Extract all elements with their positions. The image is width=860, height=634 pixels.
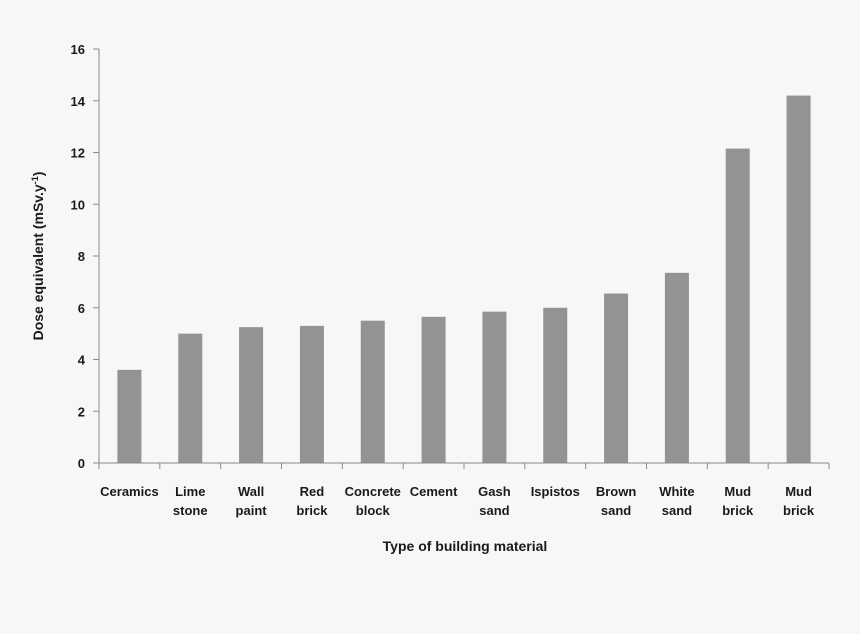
y-tick-label: 10 [71, 197, 85, 212]
x-tick-label: Brown sand [596, 484, 637, 518]
bar [360, 320, 385, 463]
x-tick-label: Red brick [296, 484, 328, 518]
x-tick-label: Cement [410, 484, 458, 499]
x-tick-label: White sand [659, 484, 694, 518]
bar [239, 327, 264, 463]
x-tick-label-line: Mud [724, 484, 751, 499]
x-tick-label-line: Mud [785, 484, 812, 499]
x-tick-label: Lime stone [173, 484, 208, 518]
bar [604, 293, 629, 463]
y-axis-title: Dose equivalent (mSv.y-1) [30, 172, 46, 341]
x-tick-label-line: sand [662, 503, 692, 518]
bar [421, 316, 446, 463]
x-tick-label-line: Brown [596, 484, 637, 499]
x-tick-label: Wall paint [236, 484, 268, 518]
y-tick-label: 16 [71, 42, 85, 57]
x-tick-label-line: Red [300, 484, 325, 499]
x-tick-label: Concrete block [345, 484, 401, 518]
x-axis: Ceramics Lime stone Wall paint Red brick Concre… [98, 462, 830, 518]
y-tick-label: 8 [78, 249, 85, 264]
y-tick-label: 2 [78, 404, 85, 419]
bar [299, 325, 324, 463]
x-tick-label-line: Lime [175, 484, 205, 499]
x-tick-label-line: brick [296, 503, 328, 518]
bars-group [117, 95, 811, 463]
x-tick-label-line: brick [722, 503, 754, 518]
x-tick-label-line: block [356, 503, 391, 518]
bar [786, 95, 811, 463]
x-tick-label-line: stone [173, 503, 208, 518]
x-tick-label-line: sand [479, 503, 509, 518]
bar [664, 272, 689, 463]
x-tick-label-line: Ceramics [100, 484, 159, 499]
bar [117, 369, 142, 463]
x-tick-label: Mud brick [722, 484, 754, 518]
y-tick-label: 6 [78, 301, 85, 316]
bar [178, 333, 203, 463]
y-tick-label: 4 [78, 353, 86, 368]
x-axis-title: Type of building material [383, 538, 548, 554]
x-tick-label: Gash sand [478, 484, 511, 518]
y-axis: 0 2 4 6 8 10 12 14 16 [71, 42, 100, 471]
bar [543, 307, 568, 463]
y-axis-title-sup: -1 [30, 176, 40, 184]
bar [482, 311, 507, 463]
x-tick-label: Mud brick [783, 484, 815, 518]
y-tick-label: 12 [71, 146, 85, 161]
y-tick-label: 0 [78, 456, 85, 471]
y-axis-title-end: ) [30, 172, 46, 177]
x-tick-label-line: White [659, 484, 694, 499]
x-tick-label-line: brick [783, 503, 815, 518]
x-tick-label-line: Gash [478, 484, 511, 499]
x-tick-label-line: Ispistos [531, 484, 580, 499]
x-tick-label-line: Concrete [345, 484, 401, 499]
x-tick-label-line: sand [601, 503, 631, 518]
x-tick-label-line: paint [236, 503, 268, 518]
x-tick-label: Ispistos [531, 484, 580, 499]
x-tick-label-line: Cement [410, 484, 458, 499]
y-tick-label: 14 [71, 94, 86, 109]
x-tick-label-line: Wall [238, 484, 264, 499]
bar [725, 148, 750, 463]
x-tick-label: Ceramics [100, 484, 159, 499]
y-axis-title-main: Dose equivalent (mSv.y [30, 184, 46, 340]
